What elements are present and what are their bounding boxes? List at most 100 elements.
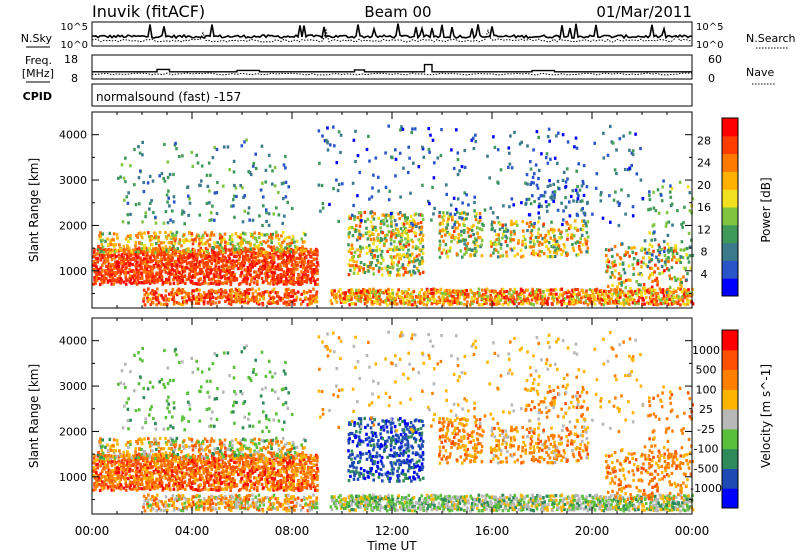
scatter-cell (273, 281, 277, 285)
scatter-cell (180, 251, 184, 255)
scatter-cell (588, 288, 592, 292)
scatter-cell (220, 288, 223, 292)
scatter-cell (286, 295, 290, 300)
scatter-cell (649, 266, 652, 270)
scatter-cell (575, 199, 579, 204)
scatter-cell (120, 267, 124, 271)
scatter-cell (658, 253, 661, 257)
scatter-cell (442, 291, 446, 295)
scatter-cell (579, 237, 582, 241)
scatter-cell (679, 248, 683, 252)
scatter-cell (101, 232, 104, 236)
scatter-cell (260, 271, 263, 275)
scatter-cell (373, 212, 376, 216)
scatter-cell (167, 271, 170, 275)
scatter-cell (272, 273, 276, 277)
scatter-cell (402, 253, 406, 257)
scatter-cell (264, 241, 268, 245)
scatter-cell (408, 258, 411, 262)
scatter-cell (572, 300, 576, 304)
scatter-cell (256, 300, 260, 304)
scatter-cell (209, 299, 212, 303)
scatter-cell (296, 278, 300, 282)
cpid-text: normalsound (fast) -157 (96, 90, 241, 104)
scatter-cell (118, 247, 122, 251)
scatter-cell (239, 282, 242, 286)
scatter-cell (529, 202, 533, 206)
scatter-cell (168, 204, 171, 208)
scatter-cell (571, 242, 574, 247)
scatter-cell (427, 289, 431, 293)
scatter-cell (585, 250, 588, 254)
scatter-cell (172, 195, 176, 199)
scatter-cell (394, 174, 397, 178)
scatter-cell (146, 260, 149, 264)
scatter-cell (184, 281, 187, 285)
scatter-cell (198, 260, 202, 264)
scatter-cell (416, 258, 419, 262)
scatter-cell (292, 282, 296, 286)
scatter-cell (120, 163, 124, 167)
scatter-cell (169, 474, 173, 478)
scatter-cell (284, 253, 287, 257)
scatter-cell (676, 209, 679, 213)
scatter-cell (675, 251, 679, 256)
scatter-cell (242, 238, 246, 242)
scatter-cell (546, 135, 550, 139)
scatter-cell (157, 478, 161, 482)
scatter-cell (657, 211, 661, 215)
scatter-cell (190, 264, 194, 268)
scatter-cell (174, 276, 178, 280)
scatter-cell (648, 273, 652, 277)
scatter-cell (613, 275, 617, 279)
scatter-cell (633, 302, 637, 306)
scatter-cell (536, 295, 540, 299)
scatter-cell (341, 182, 344, 186)
scatter-cell (653, 270, 656, 274)
scatter-cell (103, 480, 106, 484)
scatter-cell (543, 240, 547, 244)
scatter-cell (124, 180, 127, 184)
scatter-cell (118, 275, 121, 279)
scatter-cell (171, 474, 174, 478)
scatter-cell (368, 246, 372, 250)
scatter-cell (152, 457, 156, 462)
scatter-cell (413, 127, 417, 131)
scatter-cell (643, 286, 647, 290)
scatter-cell (257, 244, 260, 248)
scatter-cell (478, 293, 481, 297)
scatter-cell (143, 474, 147, 479)
scatter-cell (451, 234, 455, 238)
scatter-cell (92, 267, 96, 271)
scatter-cell (648, 198, 652, 202)
scatter-cell (639, 283, 642, 287)
scatter-cell (135, 473, 138, 477)
scatter-cell (454, 289, 457, 293)
scatter-cell (122, 176, 126, 180)
scatter-cell (475, 240, 478, 244)
scatter-cell (149, 471, 153, 475)
scatter-cell (374, 228, 378, 232)
scatter-cell (618, 255, 622, 260)
scatter-cell (279, 274, 283, 278)
scatter-cell (342, 297, 346, 301)
scatter-cell (499, 243, 503, 247)
scatter-cell (167, 470, 170, 474)
scatter-cell (173, 475, 176, 479)
scatter-cell (355, 291, 358, 295)
scatter-cell (103, 467, 107, 471)
scatter-cell (372, 239, 376, 243)
scatter-cell (212, 277, 215, 281)
scatter-cell (398, 217, 402, 221)
scatter-cell (562, 243, 566, 247)
scatter-cell (493, 145, 497, 149)
scatter-cell (200, 268, 203, 272)
scatter-cell (149, 302, 153, 307)
velocity-scatter (92, 330, 695, 513)
scatter-cell (547, 296, 550, 300)
scatter-cell (379, 253, 383, 257)
scatter-cell (280, 244, 283, 248)
scatter-cell (254, 152, 257, 156)
scatter-cell (379, 226, 382, 230)
scatter-cell (279, 264, 282, 268)
